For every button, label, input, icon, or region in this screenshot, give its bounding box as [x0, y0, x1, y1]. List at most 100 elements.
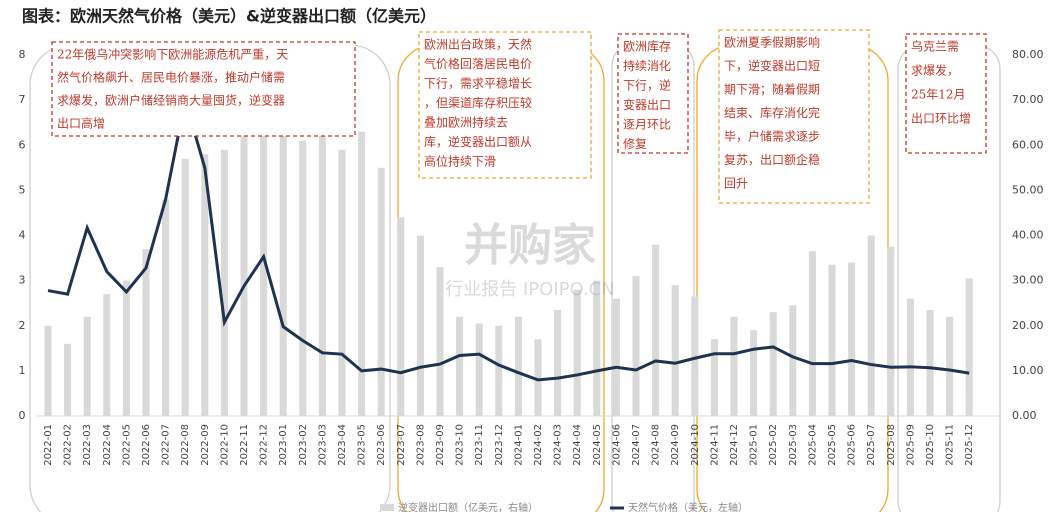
annotation-text: 叠加欧洲持续去	[424, 115, 508, 130]
x-tick-label: 2022-07	[161, 424, 172, 466]
x-tick-label: 2023-08	[415, 424, 426, 466]
annotation-text: ，但渠道库存积压较	[424, 95, 532, 110]
bar	[122, 280, 130, 416]
y-tick-label: 3	[19, 274, 26, 287]
annotation-text: 25年12月	[911, 88, 966, 102]
y2-tick-label: 50.00	[1012, 183, 1044, 196]
bar	[887, 246, 895, 416]
annotation-text: 下，逆变器出口短	[724, 58, 820, 73]
annotation-text: 修复	[623, 136, 647, 151]
y2-tick-label: 80.00	[1012, 48, 1044, 61]
legend-swatch	[380, 504, 394, 511]
x-tick-label: 2023-11	[474, 424, 485, 466]
bar	[789, 305, 797, 416]
x-tick-label: 2022-12	[259, 424, 270, 466]
annotation-box	[418, 31, 592, 179]
y2-tick-label: 40.00	[1012, 229, 1044, 242]
y-tick-label: 8	[19, 48, 26, 61]
x-tick-label: 2022-08	[180, 424, 191, 466]
bar	[514, 316, 522, 416]
bar	[730, 316, 738, 416]
x-tick-label: 2025-07	[866, 424, 877, 466]
annotation-text: 下行，需求平稳增长	[424, 76, 532, 91]
x-tick-label: 2023-03	[317, 424, 328, 466]
x-tick-label: 2022-03	[82, 424, 93, 466]
bar	[534, 339, 542, 416]
bar	[495, 325, 503, 416]
bar	[867, 235, 875, 416]
annotation-box	[51, 41, 356, 137]
x-tick-label: 2023-12	[494, 424, 505, 466]
y-tick-label: 4	[19, 229, 26, 242]
bar	[83, 316, 91, 416]
annotation-text: 高位持续下滑	[424, 154, 496, 169]
x-tick-label: 2023-10	[455, 424, 466, 466]
x-tick-label: 2025-03	[788, 424, 799, 466]
bar	[652, 244, 660, 416]
bar	[44, 325, 52, 416]
annotation-text: 欧洲出台政策，天然	[424, 37, 532, 52]
x-tick-label: 2022-05	[121, 424, 132, 466]
y-tick-label: 0	[19, 409, 26, 422]
bar	[710, 339, 718, 416]
bar	[848, 262, 856, 416]
annotation-text: 22年俄乌冲突影响下欧洲能源危机严重，天	[57, 47, 288, 62]
bar	[142, 249, 150, 416]
x-tick-label: 2023-06	[376, 424, 387, 466]
annotation-text: 乌克兰需	[911, 39, 959, 54]
watermark: 并购家	[464, 220, 596, 271]
y2-tick-label: 70.00	[1012, 93, 1044, 106]
bar	[965, 278, 973, 416]
y-tick-label: 5	[19, 183, 26, 196]
bar	[318, 127, 326, 416]
annotation-text: 毕，户储需求逐步	[724, 129, 820, 144]
x-tick-label: 2023-04	[337, 424, 348, 466]
annotation-text: 逐月环比	[623, 118, 671, 132]
x-tick-label: 2022-01	[43, 424, 54, 466]
y2-tick-label: 60.00	[1012, 138, 1044, 151]
bar	[671, 285, 679, 416]
y2-tick-label: 10.00	[1012, 364, 1044, 377]
bar	[612, 298, 620, 416]
bar	[554, 309, 562, 416]
bar	[240, 136, 248, 416]
x-tick-label: 2022-04	[102, 424, 113, 466]
x-tick-label: 2025-05	[827, 424, 838, 466]
bar	[808, 251, 816, 416]
x-tick-label: 2025-02	[768, 424, 779, 466]
x-tick-label: 2024-08	[651, 424, 662, 466]
bar	[926, 309, 934, 416]
y2-tick-label: 0.00	[1012, 409, 1037, 422]
bar	[220, 149, 228, 416]
bar	[436, 267, 444, 416]
annotation-text: 期下滑；随着假期	[724, 82, 820, 97]
x-tick-label: 2022-11	[239, 424, 250, 466]
bar	[475, 323, 483, 416]
x-tick-label: 2024-02	[533, 424, 544, 466]
x-tick-label: 2022-06	[141, 424, 152, 466]
x-tick-label: 2025-10	[925, 424, 936, 466]
annotation-text: 下行，逆	[623, 78, 671, 93]
y-tick-label: 2	[19, 319, 26, 332]
bar	[103, 294, 111, 416]
bar	[299, 140, 307, 417]
bar	[769, 312, 777, 416]
bar	[181, 158, 189, 416]
annotation-text: 结束、库存消化完	[724, 105, 820, 120]
x-tick-label: 2023-07	[396, 424, 407, 466]
bar	[279, 127, 287, 416]
bar	[201, 154, 209, 416]
bar	[397, 217, 405, 416]
x-tick-label: 2024-06	[611, 424, 622, 466]
annotation-text: 持续消化	[623, 58, 671, 73]
bar	[828, 264, 836, 416]
y2-tick-label: 20.00	[1012, 319, 1044, 332]
y2-tick-label: 30.00	[1012, 274, 1044, 287]
x-tick-label: 2023-05	[357, 424, 368, 466]
x-tick-label: 2024-11	[709, 424, 720, 466]
legend-label: 逆变器出口额（亿美元，右轴）	[398, 501, 538, 512]
x-tick-label: 2025-08	[886, 424, 897, 466]
x-tick-label: 2024-12	[729, 424, 740, 466]
x-tick-label: 2025-04	[807, 424, 818, 466]
